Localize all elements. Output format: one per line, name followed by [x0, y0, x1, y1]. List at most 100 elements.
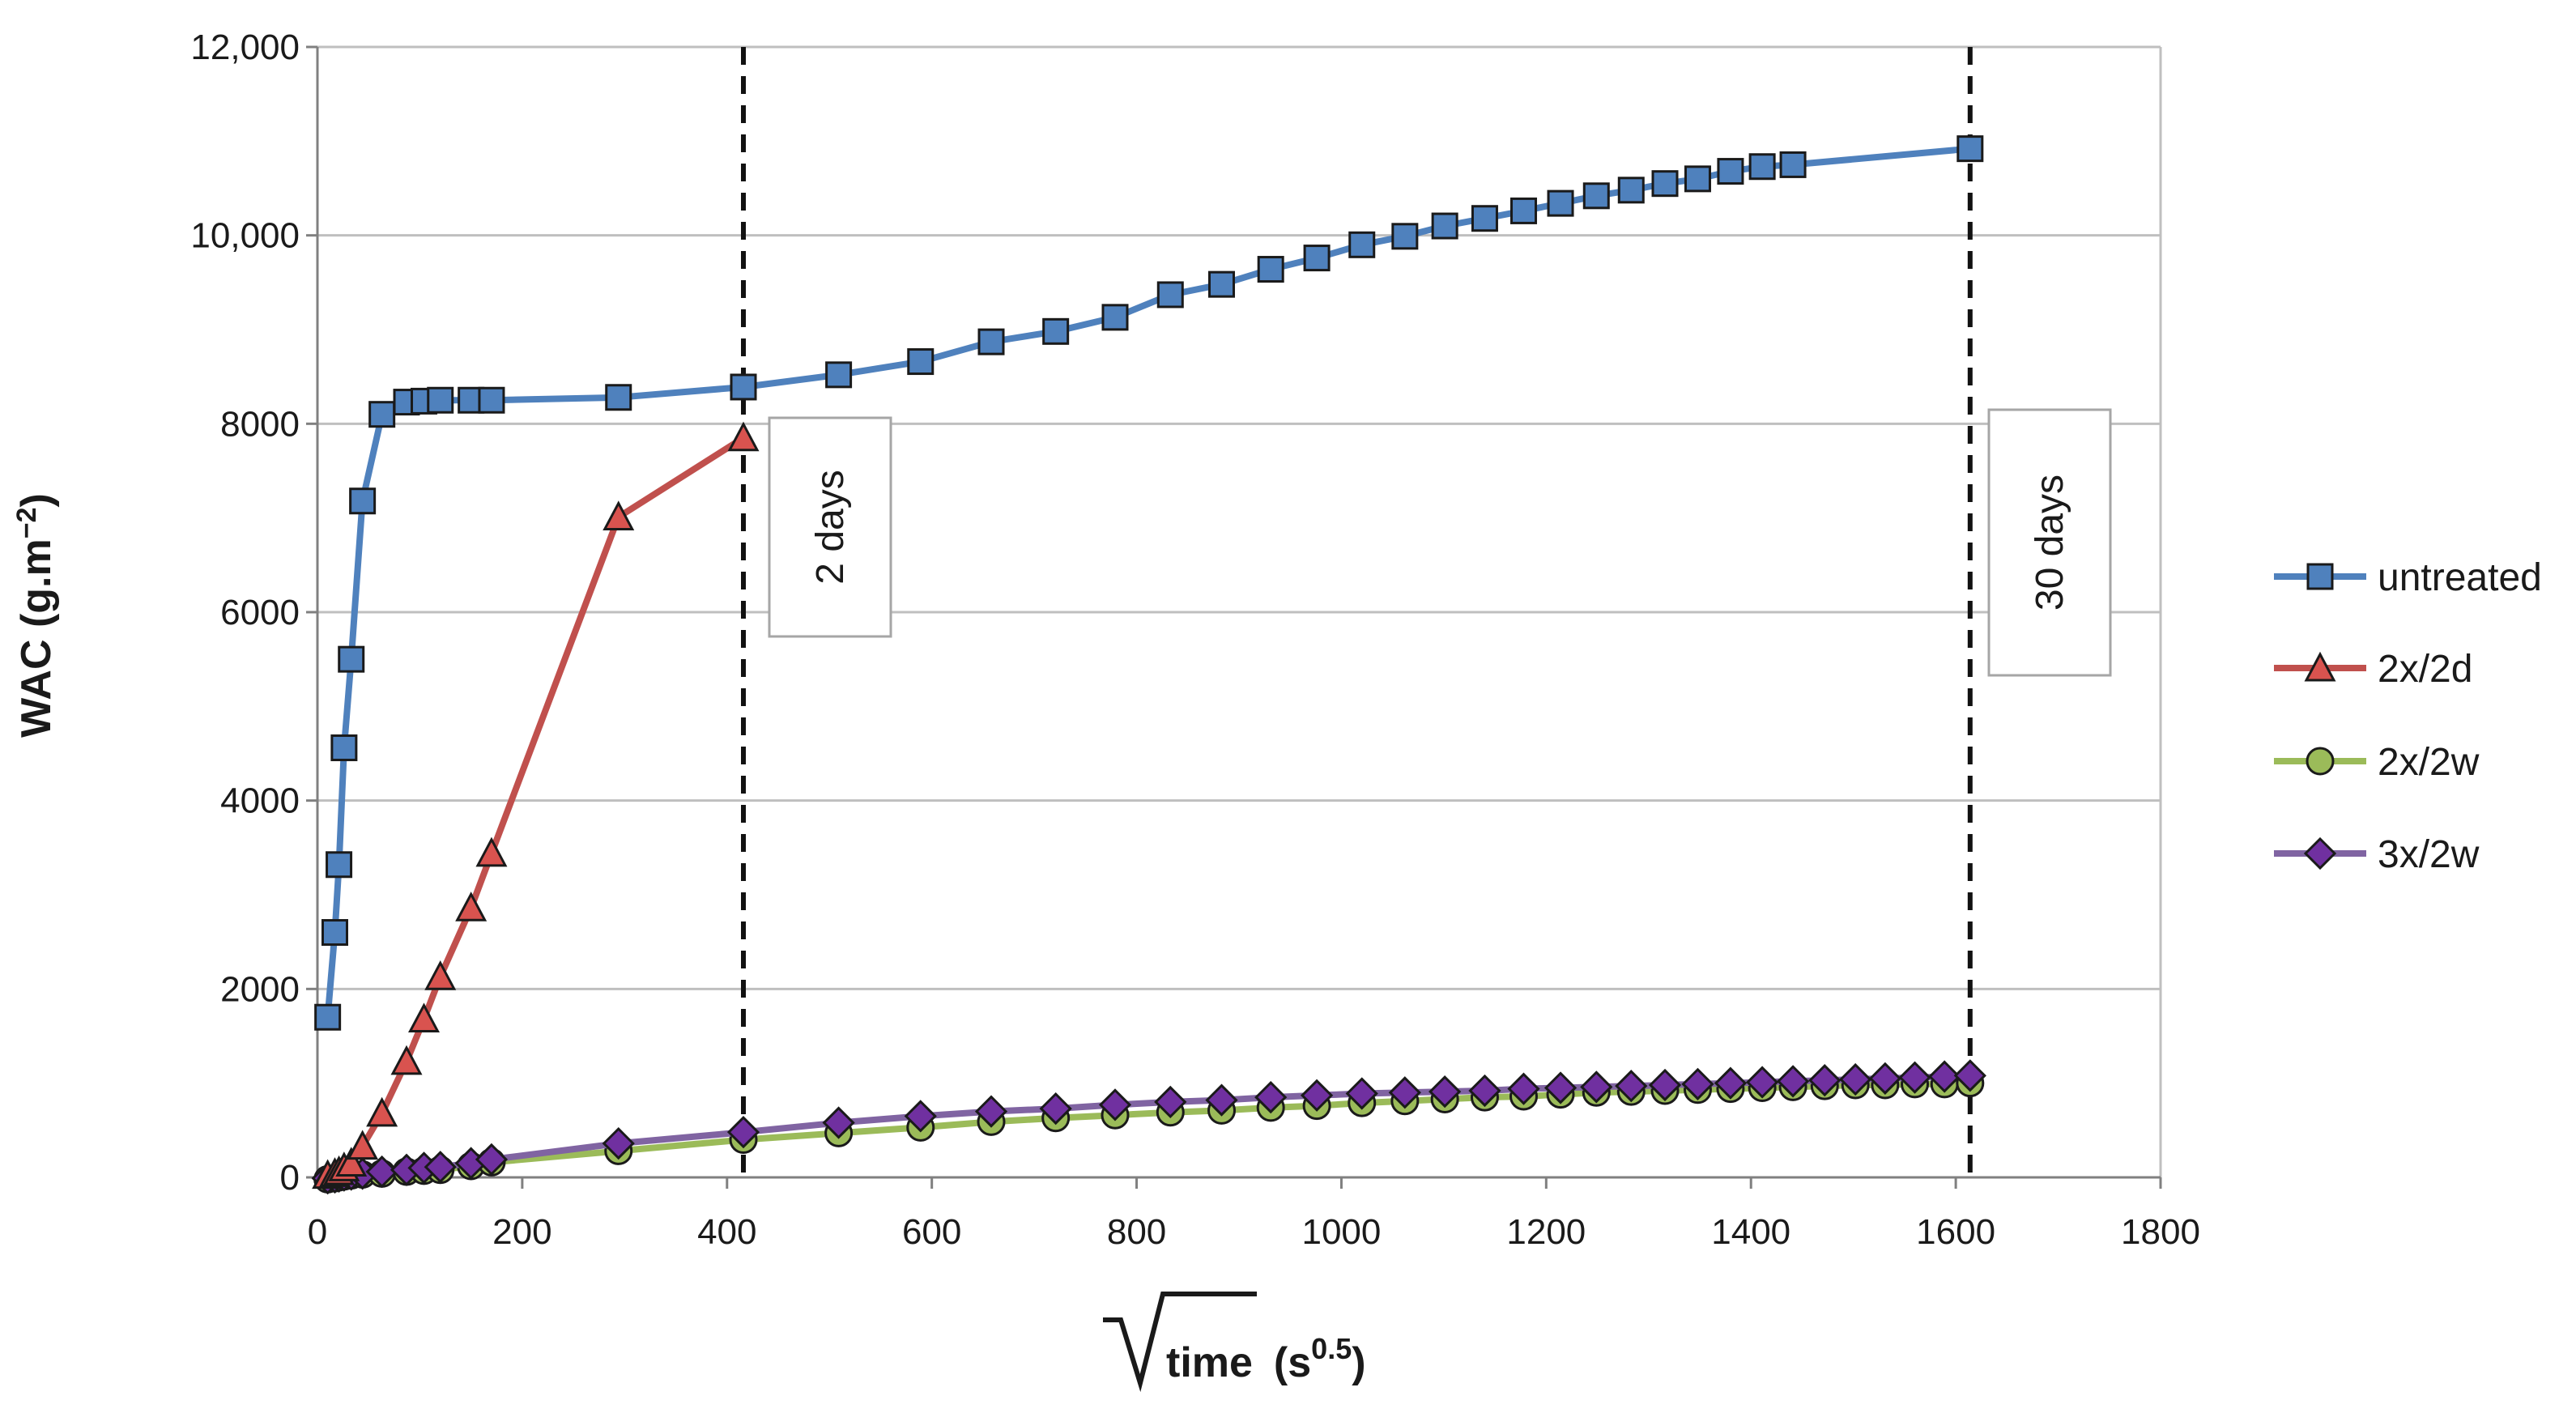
data-point [1953, 1059, 1986, 1092]
data-point [1928, 1060, 1961, 1093]
data-point [330, 734, 358, 762]
legend-item: 3x/2w [2274, 833, 2480, 876]
data-point [347, 1130, 379, 1160]
data-point [1154, 1085, 1187, 1119]
data-point [1510, 197, 1538, 224]
data-point [1507, 1072, 1540, 1105]
data-point [1039, 1092, 1072, 1126]
legend-label: 2x/2d [2378, 648, 2472, 691]
data-point [1748, 153, 1776, 181]
x-axis-title: time (s0.5) [1103, 1292, 1366, 1393]
data-point [365, 1155, 398, 1189]
legend-label: 2x/2w [2378, 741, 2480, 784]
data-point [1714, 1066, 1748, 1100]
data-point [605, 384, 632, 411]
series-2x-2d [312, 421, 760, 1190]
data-point [2306, 563, 2334, 590]
data-point [1300, 1079, 1334, 1112]
data-point [907, 348, 935, 376]
data-point [825, 361, 853, 389]
data-point [1779, 151, 1807, 178]
data-point [1348, 231, 1376, 258]
y-tick-label: 10,000 [190, 216, 300, 256]
data-point [338, 645, 365, 673]
data-point [1303, 245, 1331, 272]
data-point [1101, 304, 1129, 331]
data-point [424, 1151, 457, 1184]
data-point [1098, 1088, 1132, 1121]
series-group [311, 135, 1986, 1195]
x-tick-label: 1200 [1506, 1212, 1586, 1252]
data-point [455, 892, 488, 921]
x-tick-label: 800 [1107, 1212, 1166, 1252]
data-point [1471, 205, 1498, 232]
data-point [1547, 189, 1574, 217]
tick-labels: 0 2000 4000 6000 8000 10,000 12,000 0 200 400 600 8… [190, 28, 2200, 1252]
annotation-label: 2 days [809, 470, 852, 584]
data-point [478, 386, 505, 414]
data-point [1345, 1077, 1378, 1110]
legend-item: 2x/2d [2274, 648, 2472, 691]
x-tick-label: 200 [492, 1212, 551, 1252]
legend: untreated 2x/2d 2x/2w 3x/2w [2274, 556, 2542, 876]
x-tick-label: 600 [902, 1212, 961, 1252]
data-point [1839, 1062, 1872, 1096]
data-point [1617, 177, 1645, 204]
x-tick-label: 1600 [1916, 1212, 1995, 1252]
data-point [1156, 281, 1184, 309]
data-point [1808, 1064, 1842, 1097]
data-point [1776, 1065, 1810, 1098]
legend-label: untreated [2378, 556, 2542, 599]
data-point [1205, 1083, 1238, 1117]
data-point [1042, 317, 1070, 345]
data-point [314, 1003, 342, 1031]
data-point [977, 328, 1005, 355]
data-point [1254, 1080, 1288, 1114]
data-point [1648, 1068, 1682, 1102]
data-point [366, 1096, 398, 1127]
axes [306, 45, 2162, 1189]
data-point [326, 851, 353, 879]
data-point [390, 1045, 423, 1075]
y-tick-label: 0 [280, 1158, 300, 1198]
y-axis-title: WAC (g.m−2) [11, 493, 60, 738]
data-point [321, 919, 348, 947]
data-point [1391, 223, 1419, 250]
data-point [727, 421, 760, 452]
y-tick-label: 2000 [220, 969, 300, 1009]
data-point [349, 487, 377, 515]
y-tick-label: 6000 [220, 593, 300, 632]
data-point [1580, 1070, 1613, 1104]
y-tick-label: 8000 [220, 404, 300, 444]
data-point [2303, 836, 2337, 870]
x-tick-label: 1000 [1301, 1212, 1381, 1252]
series-line [326, 435, 746, 1179]
data-point [1429, 1075, 1462, 1109]
data-point [1956, 135, 1984, 163]
x-tick-label: 400 [697, 1212, 756, 1252]
data-point [1208, 270, 1236, 298]
y-tick-label: 12,000 [190, 28, 300, 67]
data-point [974, 1095, 1008, 1128]
data-point [1868, 1062, 1901, 1095]
annotation-label: 30 days [2029, 475, 2071, 611]
data-point [730, 373, 757, 401]
gridlines [317, 45, 2162, 1177]
data-point [822, 1106, 855, 1139]
data-point [602, 500, 635, 531]
data-point [1684, 165, 1711, 193]
data-point [1582, 182, 1610, 210]
series-line [324, 145, 1971, 1018]
data-point [427, 386, 454, 414]
annotation-box [1987, 408, 2112, 677]
data-point [408, 1002, 440, 1033]
svg-text:time(s0.5): time (s0.5) [1166, 1332, 1366, 1386]
data-point [2306, 747, 2335, 776]
data-point [1615, 1070, 1648, 1103]
x-tick-label: 1400 [1711, 1212, 1790, 1252]
data-point [1681, 1067, 1714, 1100]
data-point [602, 1126, 635, 1160]
data-point [475, 836, 508, 867]
series-3x-2w [311, 1059, 1986, 1195]
